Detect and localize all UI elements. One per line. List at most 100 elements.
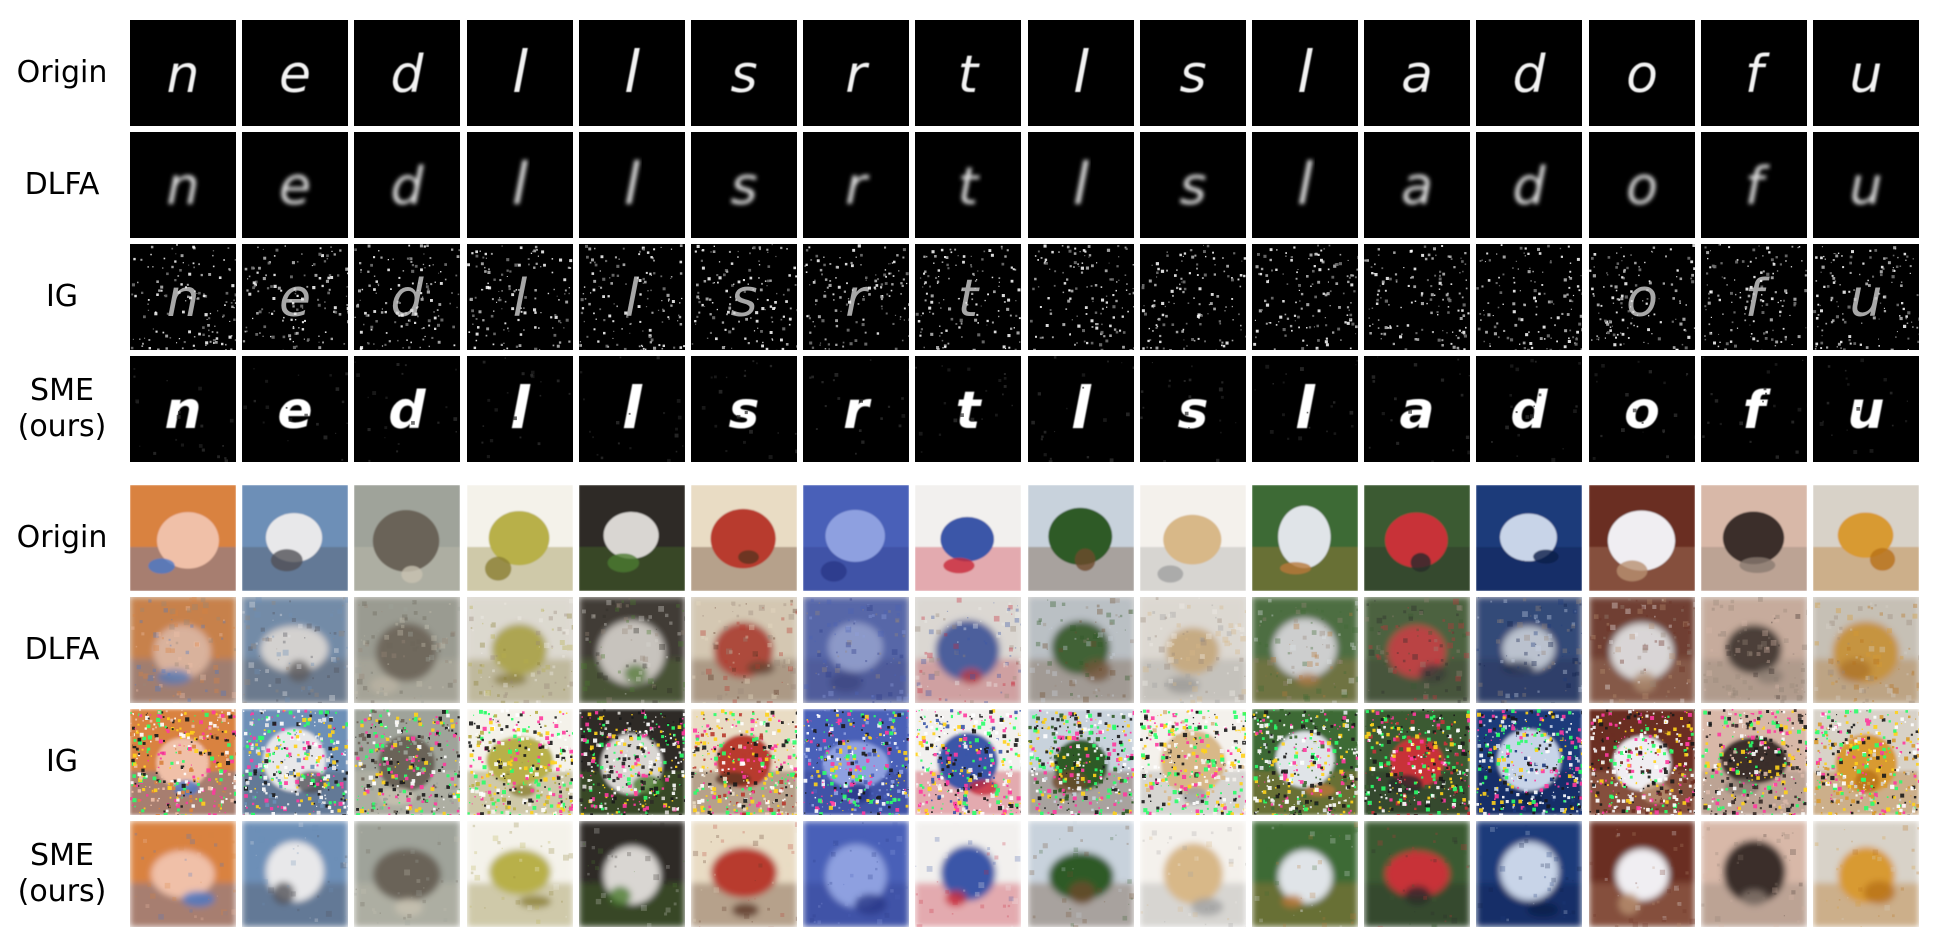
origin-letter-d-tile: d xyxy=(354,20,461,126)
sme-orange-halves-tile xyxy=(1813,821,1919,927)
ig-letter-e-tile: e xyxy=(242,244,349,350)
svg-text:o: o xyxy=(1626,269,1658,329)
svg-text:s: s xyxy=(730,45,757,105)
ig-letter-n-tile: n xyxy=(130,244,236,350)
dlfa-motorbike-tile xyxy=(1364,597,1471,703)
origin-letter-n-tile: n xyxy=(130,20,236,126)
dlfa-blue-fish-tile xyxy=(1476,597,1583,703)
svg-text:r: r xyxy=(845,157,870,217)
ig-letter-o-tile: o xyxy=(1588,244,1695,350)
svg-text:o: o xyxy=(1626,157,1658,217)
sme-blue-fish-tile xyxy=(1476,821,1583,927)
svg-text:n: n xyxy=(167,157,200,217)
origin-white-pickup-truck-tile xyxy=(242,485,349,591)
sme-letter-d-tile: d xyxy=(1476,356,1583,462)
svg-text:l: l xyxy=(1297,38,1313,106)
sme-letter-l-tile: l xyxy=(1027,356,1134,462)
dlfa-letter-l-tile: l xyxy=(466,132,573,238)
dlfa-letter-l-tile: l xyxy=(1252,132,1358,238)
origin-letter-t-tile: t xyxy=(915,20,1022,126)
origin-letter-o-tile: o xyxy=(1588,20,1695,126)
ig-pine-tree-tile xyxy=(1027,709,1134,815)
sme-hotel-bed-tile xyxy=(1588,821,1695,927)
ig-letter-l-tile: l xyxy=(466,244,573,350)
row-label-dlfa: DLFA xyxy=(24,167,100,202)
svg-text:a: a xyxy=(1400,381,1435,441)
origin-letter-d-tile: d xyxy=(1476,20,1583,126)
sme-letter-s-tile: s xyxy=(1139,356,1246,462)
origin-letter-l-tile: l xyxy=(1027,20,1134,126)
dlfa-letter-s-tile: s xyxy=(1139,132,1246,238)
svg-text:l: l xyxy=(512,38,528,106)
origin-dinosaur-figure-tile xyxy=(466,485,573,591)
row-label-origin: Origin xyxy=(16,520,108,555)
ig-letter-l-tile: l xyxy=(578,244,685,350)
origin-baby-on-toys-tile xyxy=(130,485,236,591)
dlfa-letter-d-tile: d xyxy=(1476,132,1583,238)
dlfa-dinosaur-figure-tile xyxy=(466,597,573,703)
ig-toddler-tile xyxy=(578,709,685,815)
ig-letter-a-tile xyxy=(1364,244,1471,350)
origin-letter-e-tile: e xyxy=(242,20,349,126)
ig-letter-d-tile xyxy=(1476,244,1583,350)
sme-letter-n-tile: n xyxy=(130,356,236,462)
svg-text:l: l xyxy=(1073,150,1089,218)
svg-text:l: l xyxy=(512,269,527,329)
dlfa-kitchen-tools-tile xyxy=(1700,597,1807,703)
svg-text:l: l xyxy=(622,374,643,442)
dlfa-red-boot-box-tile xyxy=(691,597,797,703)
ig-baby-on-toys-tile xyxy=(130,709,236,815)
origin-kitchen-tools-tile xyxy=(1700,485,1807,591)
dlfa-letter-n-tile: n xyxy=(130,132,236,238)
origin-toddler-tile xyxy=(578,485,685,591)
svg-text:d: d xyxy=(1511,381,1549,441)
sme-letter-u-tile: u xyxy=(1813,356,1919,462)
ig-dinosaur-figure-tile xyxy=(466,709,573,815)
ig-juice-boxes-tile xyxy=(915,709,1022,815)
dlfa-letter-o-tile: o xyxy=(1588,132,1695,238)
origin-squirrel-tile xyxy=(354,485,461,591)
svg-text:d: d xyxy=(1513,157,1547,217)
dlfa-bedroom-tile xyxy=(1252,597,1358,703)
dlfa-letter-r-tile: r xyxy=(803,132,910,238)
origin-letter-l-tile: l xyxy=(578,20,685,126)
ig-letter-d-tile: d xyxy=(354,244,461,350)
dlfa-letter-s-tile: s xyxy=(691,132,797,238)
ig-orange-halves-tile xyxy=(1813,709,1919,815)
origin-letter-f-tile: f xyxy=(1700,20,1807,126)
svg-text:a: a xyxy=(1401,157,1433,217)
svg-text:r: r xyxy=(843,381,872,441)
origin-letter-r-tile: r xyxy=(803,20,910,126)
row-label-dlfa: DLFA xyxy=(24,632,100,667)
ig-letter-l-tile xyxy=(1027,244,1134,350)
svg-text:u: u xyxy=(1850,45,1883,105)
svg-text:u: u xyxy=(1850,157,1883,217)
svg-text:l: l xyxy=(1073,38,1089,106)
origin-pine-tree-tile xyxy=(1027,485,1134,591)
ig-letter-r-tile: r xyxy=(803,244,910,350)
ig-motorbike-tile xyxy=(1364,709,1471,815)
ig-letter-l-tile xyxy=(1252,244,1358,350)
sme-letter-s-tile: s xyxy=(691,356,797,462)
row-label-sme: SME (ours) xyxy=(17,838,107,909)
ig-bedroom-tile xyxy=(1252,709,1358,815)
svg-text:e: e xyxy=(278,381,313,441)
origin-letter-l-tile: l xyxy=(1252,20,1358,126)
svg-text:r: r xyxy=(845,269,870,329)
svg-text:l: l xyxy=(512,150,528,218)
svg-text:l: l xyxy=(510,374,531,442)
svg-text:o: o xyxy=(1624,381,1660,441)
svg-text:u: u xyxy=(1847,381,1884,441)
svg-text:e: e xyxy=(279,269,311,329)
sme-bedroom-tile xyxy=(1252,821,1358,927)
sme-baby-on-toys-tile xyxy=(130,821,236,927)
ig-hotel-bed-tile xyxy=(1588,709,1695,815)
svg-text:t: t xyxy=(958,45,980,105)
ig-letter-f-tile: f xyxy=(1700,244,1807,350)
ig-letter-t-tile: t xyxy=(915,244,1022,350)
row-label-origin: Origin xyxy=(16,55,108,90)
ig-letter-u-tile: u xyxy=(1813,244,1919,350)
origin-letter-a-tile: a xyxy=(1364,20,1471,126)
row-label-sme: SME (ours) xyxy=(17,373,107,444)
